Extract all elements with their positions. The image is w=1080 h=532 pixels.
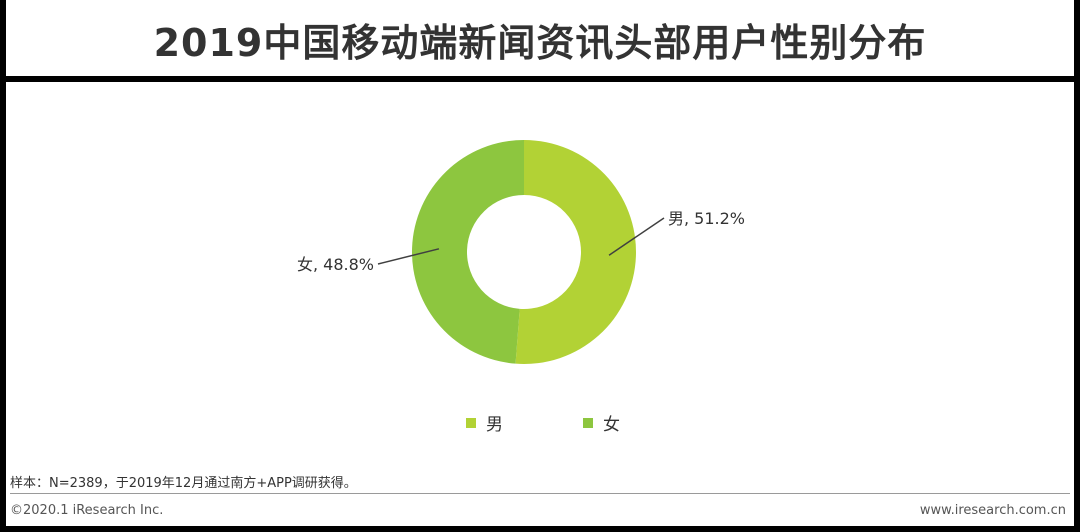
sample-note: 样本：N=2389，于2019年12月通过南方+APP调研获得。 — [10, 476, 357, 491]
data-label-female: 女, 48.8% — [297, 255, 374, 274]
legend-swatch-male — [466, 417, 476, 428]
legend-item-male: 男 — [466, 410, 503, 435]
legend-swatch-female — [583, 417, 593, 428]
footer-divider — [10, 493, 1070, 494]
legend-item-female: 女 — [583, 410, 620, 435]
chart-title: 2019中国移动端新闻资讯头部用户性别分布 — [153, 21, 927, 65]
leader-line-male — [608, 217, 665, 256]
legend-label-male: 男 — [486, 415, 503, 435]
title-divider — [6, 76, 1074, 82]
legend-label-female: 女 — [603, 415, 620, 435]
chart-legend: 男 女 — [466, 410, 620, 435]
leader-line-female — [377, 248, 440, 265]
website-link[interactable]: www.iresearch.com.cn — [919, 503, 1066, 518]
report-page: 2019中国移动端新闻资讯头部用户性别分布 男, 51.2% 女, 48.8% 男… — [6, 0, 1074, 526]
donut-slice-male — [515, 140, 636, 364]
data-label-male: 男, 51.2% — [668, 209, 745, 228]
donut-chart: 男, 51.2% 女, 48.8% — [297, 140, 745, 364]
donut-slice-female — [411, 140, 524, 364]
copyright-text: ©2020.1 iResearch Inc. — [10, 503, 164, 518]
